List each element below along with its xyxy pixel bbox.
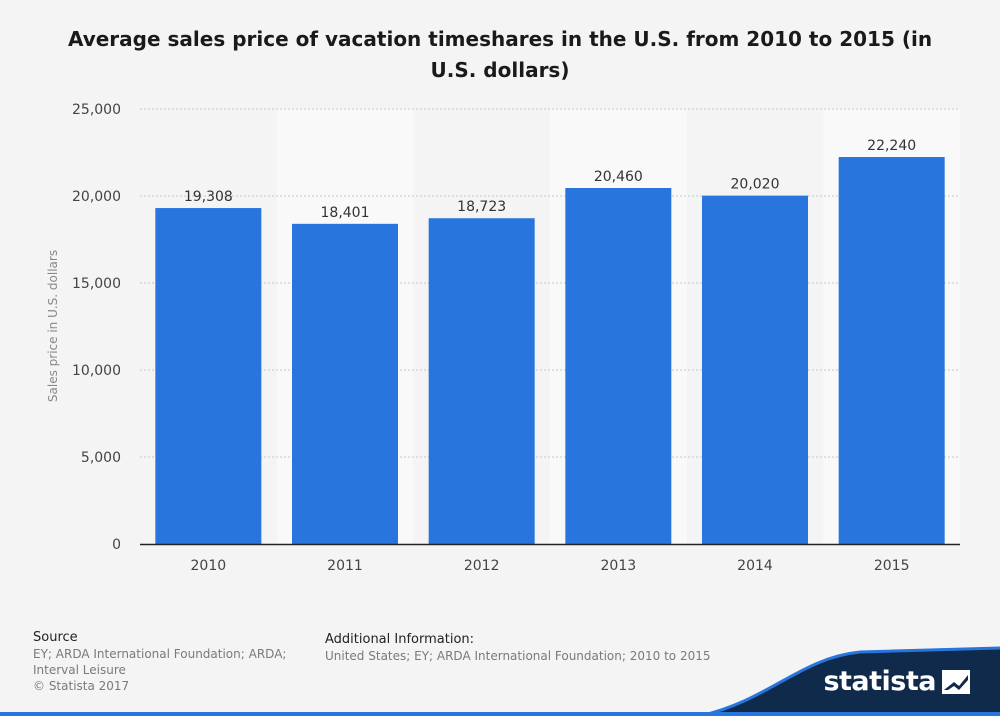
bar[interactable] [565,187,672,544]
x-tick-label: 2015 [874,558,910,574]
statista-logo[interactable]: statista [823,666,970,697]
y-tick-label: 15,000 [72,276,121,292]
x-tick-label: 2010 [191,558,227,574]
bar[interactable] [292,223,398,544]
y-axis-label: Sales price in U.S. dollars [46,249,60,403]
additional-info-text[interactable]: United States; EY; ARDA International Fo… [325,649,711,663]
bar-value-label: 18,723 [457,199,506,215]
y-tick-label: 10,000 [72,363,121,379]
footer-wave [700,648,1000,716]
bar[interactable] [702,195,808,545]
y-tick-labels: 0 5,000 10,000 15,000 20,000 25,000 [72,102,121,553]
footer-bottom-line [0,712,1000,716]
x-tick-label: 2012 [464,558,500,574]
x-tick-label: 2011 [327,558,363,574]
chart-title: Average sales price of vacation timeshar… [67,27,933,82]
source-text-line-1: EY; ARDA International Foundation; ARDA; [33,647,287,661]
source-heading: Source [33,630,78,645]
x-tick-label: 2013 [601,558,637,574]
brand-name: statista [823,666,936,697]
statista-logo-icon [942,669,970,694]
y-tick-label: 25,000 [72,102,121,118]
gridlines [140,108,960,458]
bar[interactable] [155,208,262,544]
bars [155,157,945,545]
bar-value-label: 20,460 [594,169,643,185]
copyright-text: © Statista 2017 [33,679,130,693]
y-tick-label: 20,000 [72,189,121,205]
additional-info-block: Additional Information: United States; E… [325,632,745,664]
additional-info-heading: Additional Information: [325,632,475,647]
bar-value-label: 22,240 [867,138,916,154]
bar-value-label: 20,020 [731,177,780,193]
x-tick-labels: 2010 2011 2012 2013 2014 2015 [191,558,910,574]
bar[interactable] [428,218,535,545]
y-tick-label: 0 [112,537,121,553]
x-tick-label: 2014 [737,558,773,574]
bar-value-label: 18,401 [321,205,370,221]
source-block: Source EY; ARDA International Foundation… [33,630,293,694]
source-text-line-2: Interval Leisure [33,663,126,677]
bar[interactable] [838,157,945,545]
bar-value-label: 19,308 [184,189,233,205]
footer-wave-edge [699,646,1000,716]
value-labels: 19,308 18,401 18,723 20,460 20,020 22,240 [184,138,916,221]
y-tick-label: 5,000 [81,450,121,466]
